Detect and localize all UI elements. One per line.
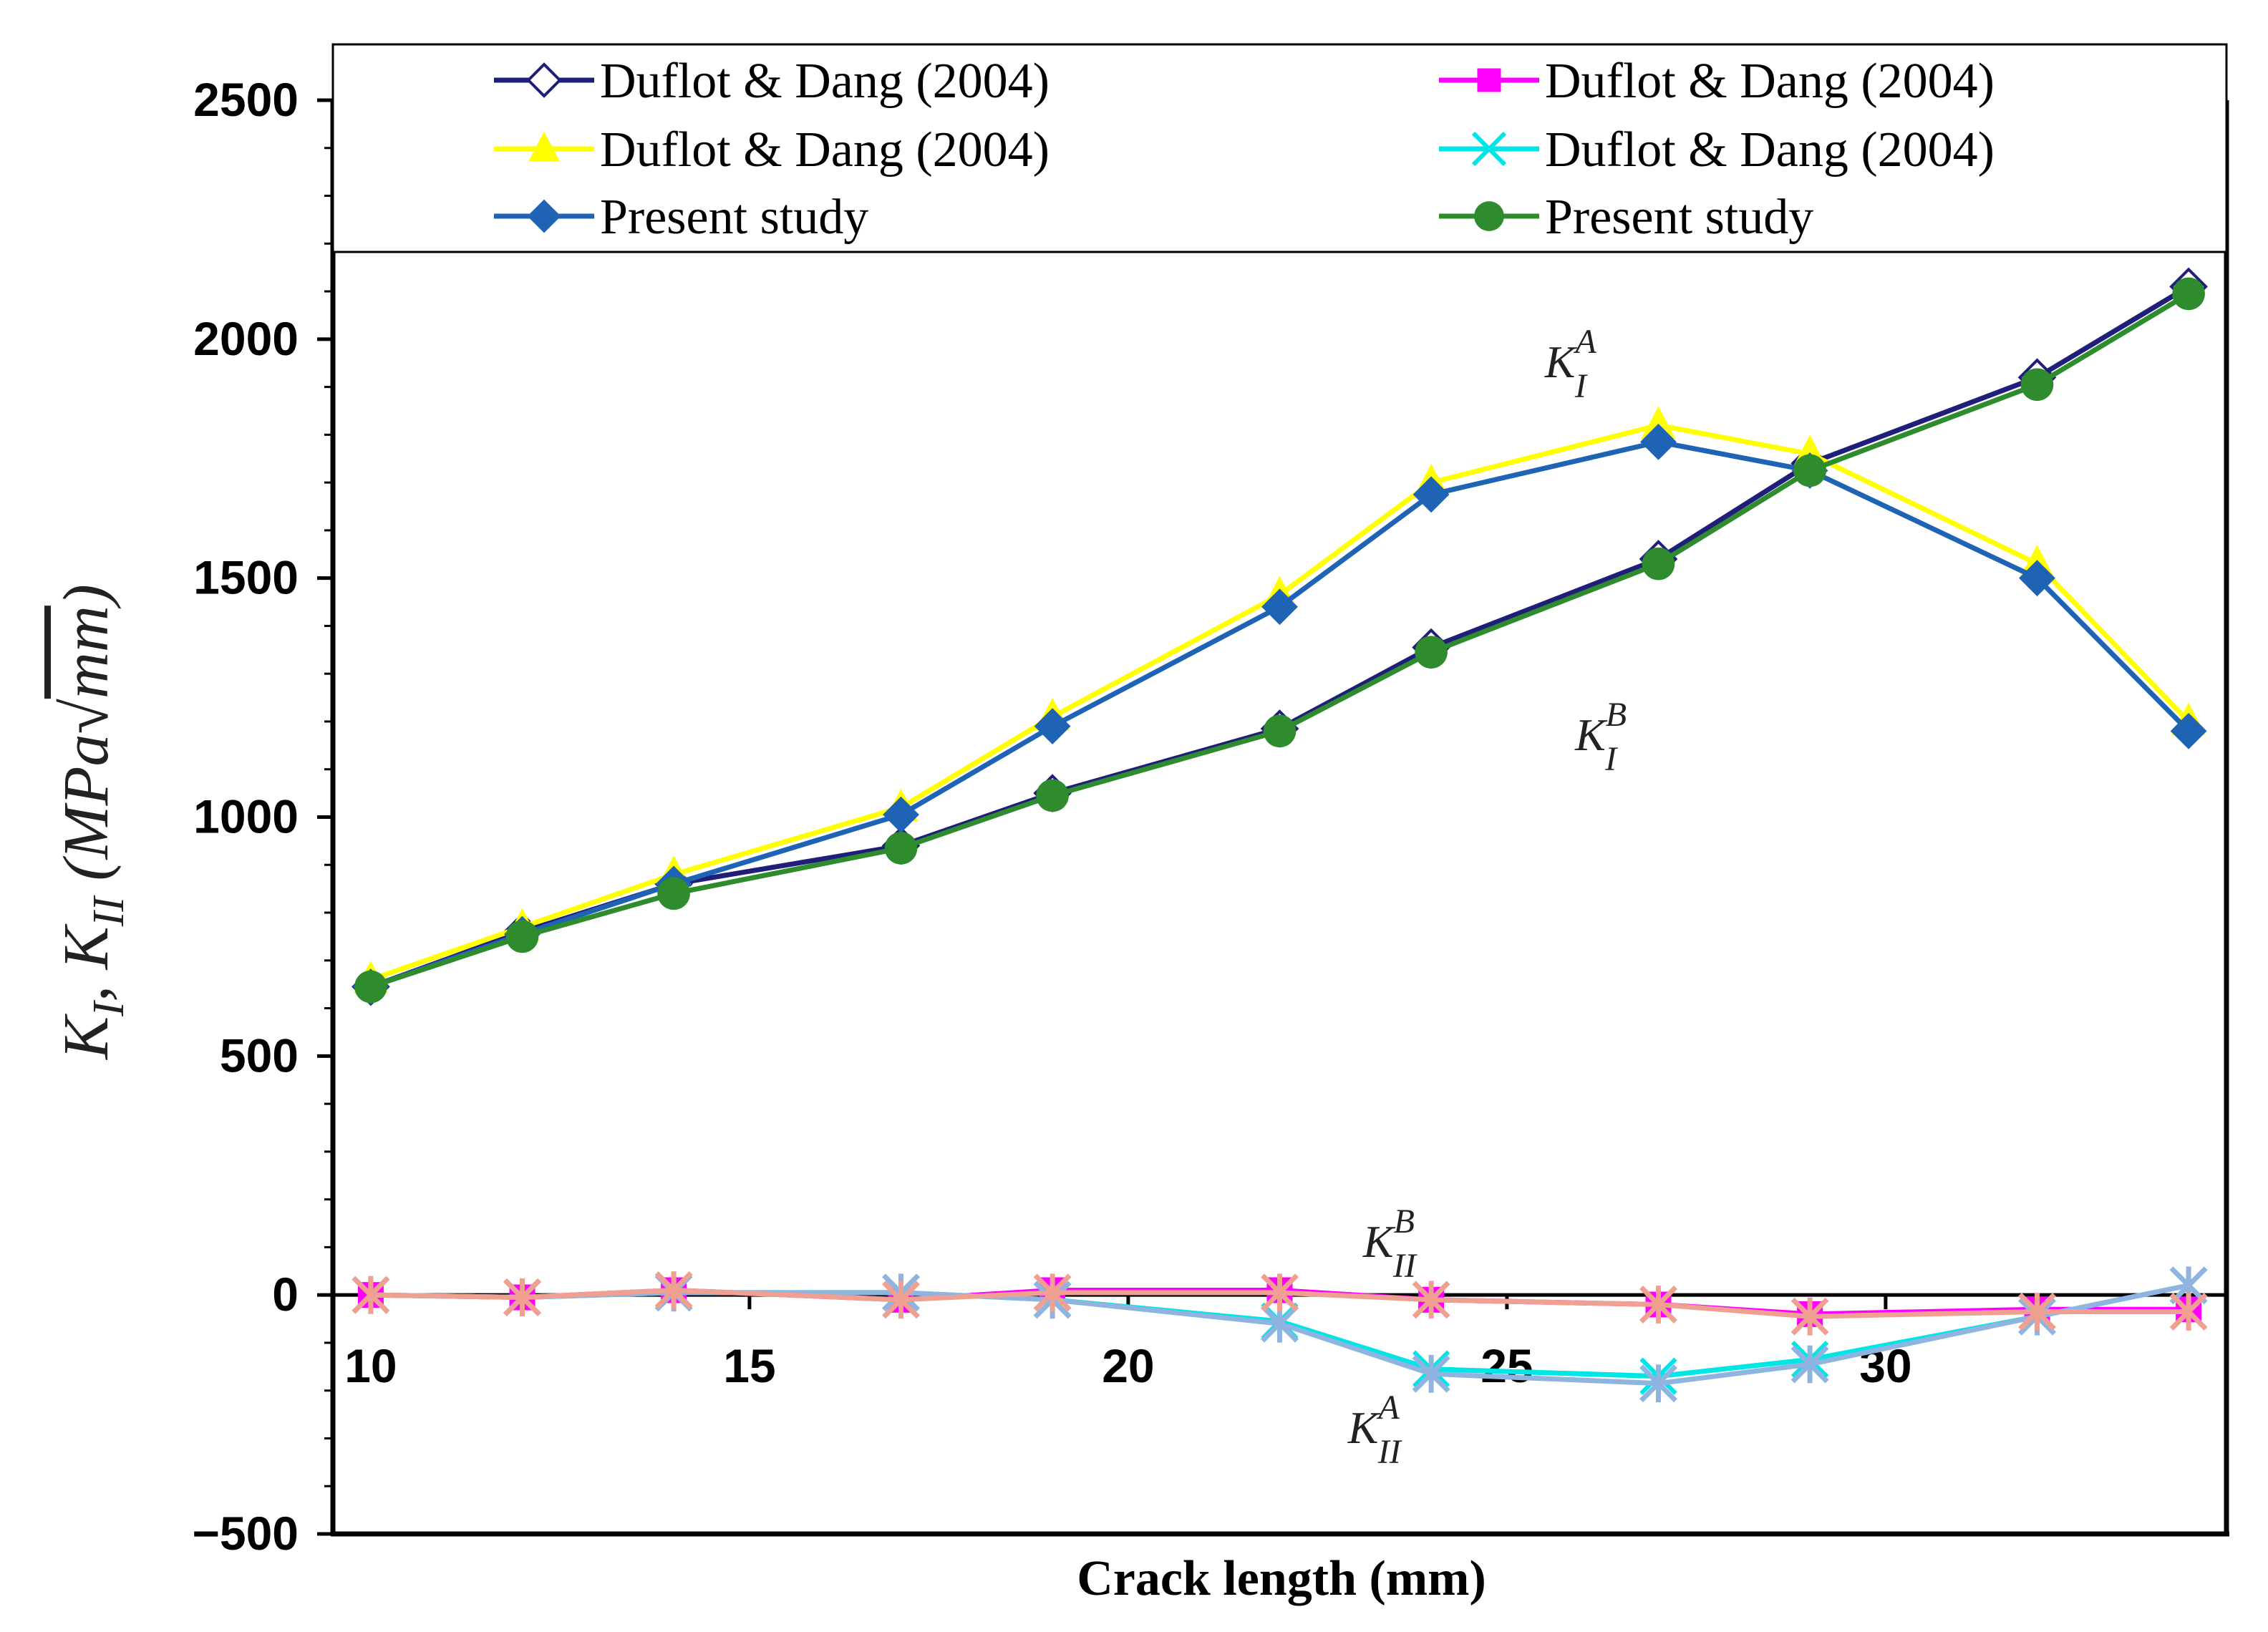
data-point xyxy=(1261,588,1298,626)
data-point xyxy=(1036,779,1069,812)
legend-entry-3: Duflot & Dang (2004) xyxy=(494,122,1050,178)
legend-label: Duflot & Dang (2004) xyxy=(1545,122,1995,178)
legend-marker xyxy=(527,199,561,233)
x-tick-label: 25 xyxy=(1480,1339,1533,1392)
data-point xyxy=(352,1276,390,1314)
data-point xyxy=(2170,712,2207,749)
series-k-i-b-present-study-5 xyxy=(354,277,2205,1004)
data-point xyxy=(1415,636,1448,669)
data-point xyxy=(2018,1293,2056,1331)
annotation-k-i-b: KB I xyxy=(1574,696,1627,778)
y-axis-label-text: KI, KII (MPa√mm) xyxy=(51,584,133,1061)
data-point xyxy=(654,1271,693,1309)
annotation-k-ii-a: KA II xyxy=(1347,1389,1402,1471)
annotations: KA I KB I KB II KA II xyxy=(1347,323,1627,1471)
y-tick-label: 1000 xyxy=(193,790,299,843)
y-tick-label: 2000 xyxy=(193,312,299,365)
data-point xyxy=(354,970,387,1004)
legend-marker xyxy=(526,62,562,98)
y-tick-label: 0 xyxy=(272,1268,299,1321)
data-point xyxy=(1639,1286,1677,1323)
data-point xyxy=(1033,1273,1072,1312)
legend-label: Present study xyxy=(1545,190,1813,245)
data-point xyxy=(1412,1354,1450,1393)
data-point xyxy=(1642,547,1675,581)
data-point xyxy=(1261,1273,1299,1312)
y-tick-label: 2500 xyxy=(193,73,299,126)
data-point xyxy=(1793,454,1826,487)
y-axis-label: KI, KII (MPa√mm) xyxy=(51,584,133,1061)
series-k-ii-b-overlay-7 xyxy=(352,1271,2208,1336)
legend-entry-5: Present study xyxy=(494,190,868,245)
data-point xyxy=(1034,708,1071,745)
data-point xyxy=(2169,1293,2208,1331)
y-minor-ticks xyxy=(324,147,333,1487)
legend-label: Present study xyxy=(600,190,868,245)
data-point xyxy=(1412,1281,1450,1319)
series-line xyxy=(369,284,2190,989)
data-point xyxy=(884,832,918,865)
data-point xyxy=(2019,560,2055,597)
annotation-k-i-a: KA I xyxy=(1544,323,1597,405)
x-tick-label: 15 xyxy=(723,1339,775,1392)
data-point xyxy=(1641,406,1676,439)
data-point xyxy=(1790,1345,1829,1384)
y-ticks: −500 0 500 1000 1500 2000 2500 xyxy=(192,73,333,1560)
data-point xyxy=(2020,368,2054,402)
data-point xyxy=(882,1281,920,1319)
legend-marker xyxy=(1477,68,1501,92)
x-tick-label: 20 xyxy=(1102,1339,1154,1392)
data-point xyxy=(2172,277,2205,311)
series-k-i-b-duflot-dang-2004-0 xyxy=(352,267,2208,1006)
data-point xyxy=(1639,1364,1677,1403)
y-tick-label: 500 xyxy=(220,1029,299,1082)
legend-box xyxy=(331,43,2228,253)
legend-entry-4: Duflot & Dang (2004) xyxy=(1439,122,1995,178)
legend-marker xyxy=(528,131,560,162)
data-point xyxy=(503,1278,541,1316)
data-point xyxy=(1640,423,1677,460)
series-layer xyxy=(352,267,2208,1403)
y-tick-label: −500 xyxy=(192,1507,299,1560)
annotation-k-ii-b: KB II xyxy=(1362,1203,1418,1285)
legend-entry-2: Duflot & Dang (2004) xyxy=(1439,54,1995,109)
data-point xyxy=(505,920,539,953)
legend: Duflot & Dang (2004) Duflot & Dang (2004)… xyxy=(331,43,2228,253)
legend-label: Duflot & Dang (2004) xyxy=(1545,54,1995,109)
data-point xyxy=(1412,476,1450,513)
data-point xyxy=(657,877,690,910)
legend-label: Duflot & Dang (2004) xyxy=(600,54,1050,109)
legend-marker xyxy=(1474,201,1504,231)
x-ticks: 10 15 20 25 30 xyxy=(344,1295,1912,1392)
y-tick-label: 1500 xyxy=(193,551,299,604)
legend-marker xyxy=(1471,131,1507,167)
x-axis-label: Crack length (mm) xyxy=(1077,1551,1486,1606)
legend-entry-1: Duflot & Dang (2004) xyxy=(494,54,1050,109)
data-point xyxy=(1263,714,1297,748)
legend-label: Duflot & Dang (2004) xyxy=(600,122,1050,178)
legend-entry-6: Present study xyxy=(1439,190,1813,245)
data-point xyxy=(1790,1297,1829,1336)
x-tick-label: 10 xyxy=(344,1339,397,1392)
